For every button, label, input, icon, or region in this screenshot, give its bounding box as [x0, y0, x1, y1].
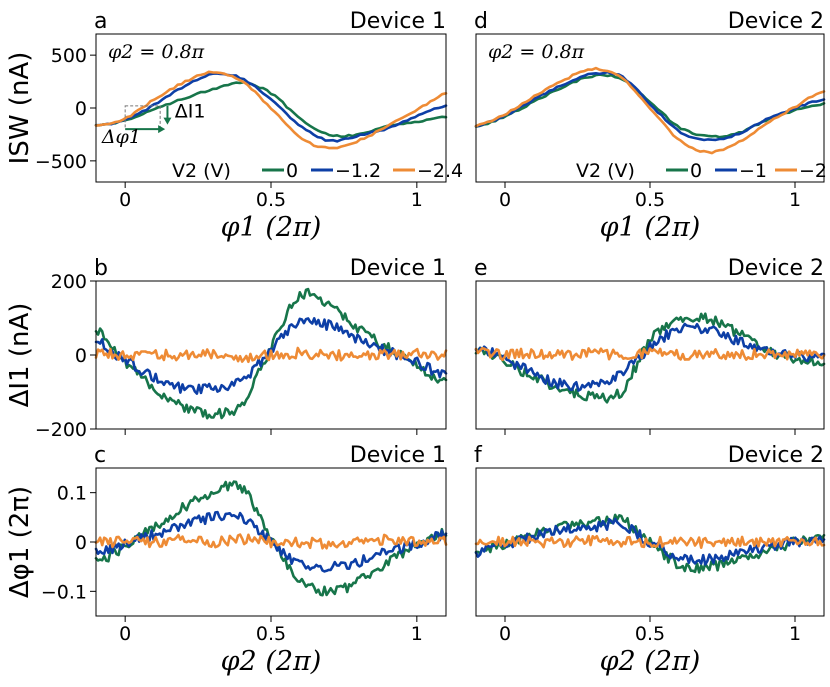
series-line-b-1: [94, 317, 448, 395]
x-tick-label: 0.5: [256, 189, 286, 211]
y-tick-label: 500: [51, 45, 87, 67]
y-tick-label: 0: [75, 345, 87, 367]
panel-letter: c: [94, 443, 106, 468]
legend-entry: −2.4: [417, 160, 463, 182]
series-line-a-2: [94, 70, 448, 150]
shift-markers: Δφ1 ΔI1: [101, 101, 206, 148]
series-line-b-2: [94, 346, 448, 364]
device-label: Device 2: [728, 443, 824, 468]
legend-entry: 0: [286, 160, 298, 182]
panel-d: 0 0.5 1 d Device 2 φ1 (2π) φ2 = 0.8π V2 (V) 0 −1 −…: [474, 9, 827, 243]
x-tick-label: 1: [411, 189, 423, 211]
panel-letter: f: [474, 443, 483, 468]
legend-d: V2 (V) 0 −1 −2: [576, 160, 827, 182]
device-label: Device 2: [728, 9, 824, 34]
legend-entry: −1.2: [335, 160, 381, 182]
series-line-d-2: [474, 66, 826, 155]
y-tick-label: −0.1: [41, 581, 87, 603]
panel-f: 0 0.5 1 f Device 2 φ2 (2π): [474, 443, 826, 677]
panel-b: 200 0 −200 b Device 1 ΔI1 (nA): [5, 256, 448, 441]
panel-letter: d: [474, 9, 488, 34]
legend-title: V2 (V): [576, 160, 635, 182]
x-axis-label: φ2 (2π): [221, 646, 322, 677]
y-tick-label: −500: [35, 151, 87, 173]
di-label: ΔI1: [175, 101, 206, 123]
y-tick-label: 200: [51, 271, 87, 293]
y-tick-label: 0: [75, 532, 87, 554]
y-tick-label: 0.1: [57, 483, 87, 505]
series-line-e-1: [474, 322, 826, 392]
legend-entry: 0: [690, 160, 702, 182]
x-tick-label: 0: [119, 189, 131, 211]
x-tick-label: 1: [411, 623, 423, 645]
series-line-e-2: [474, 347, 826, 362]
y-tick-label: −200: [35, 419, 87, 441]
x-tick-label: 1: [789, 189, 801, 211]
x-tick-label: 0: [499, 623, 511, 645]
series-line-d-0: [474, 73, 826, 139]
panel-letter: a: [94, 9, 107, 34]
series-line-f-2: [474, 534, 826, 549]
di-arrowhead: [163, 117, 172, 125]
panel-letter: b: [94, 256, 108, 281]
panel-e: e Device 2: [474, 256, 826, 435]
x-tick-label: 0.5: [635, 623, 665, 645]
device-label: Device 2: [728, 256, 824, 281]
y-axis-label: ΔI1 (nA): [5, 303, 35, 408]
device-label: Device 1: [350, 256, 446, 281]
legend-entry: −1: [739, 160, 767, 182]
legend-entry: −2: [799, 160, 827, 182]
legend-a: V2 (V) 0 −1.2 −2.4: [172, 160, 463, 182]
x-tick-label: 0: [499, 189, 511, 211]
phase-annotation: φ2 = 0.8π: [488, 41, 585, 63]
x-tick-label: 0.5: [256, 623, 286, 645]
series-line-d-1: [474, 70, 826, 142]
dphi-arrowhead: [158, 125, 166, 134]
y-axis-label: ISW (nA): [5, 52, 35, 165]
panel-c: 0 0.5 1 0.1 0 −0.1 c Device 1 φ2 (2π) Δφ1 (2π): [5, 443, 448, 677]
device-label: Device 1: [350, 9, 446, 34]
series-line-a-1: [94, 72, 448, 143]
x-axis-label: φ1 (2π): [221, 212, 322, 243]
y-axis-label: Δφ1 (2π): [5, 486, 35, 598]
x-axis-label: φ2 (2π): [600, 646, 701, 677]
y-tick-label: 0: [75, 98, 87, 120]
phase-annotation: φ2 = 0.8π: [108, 41, 205, 63]
device-label: Device 1: [350, 443, 446, 468]
x-tick-label: 0: [119, 623, 131, 645]
x-axis-label: φ1 (2π): [600, 212, 701, 243]
legend-title: V2 (V): [172, 160, 231, 182]
dphi-label: Δφ1: [101, 126, 141, 148]
series-line-c-2: [94, 533, 448, 550]
panel-letter: e: [474, 256, 488, 281]
x-tick-label: 0.5: [635, 189, 665, 211]
x-tick-label: 1: [789, 623, 801, 645]
